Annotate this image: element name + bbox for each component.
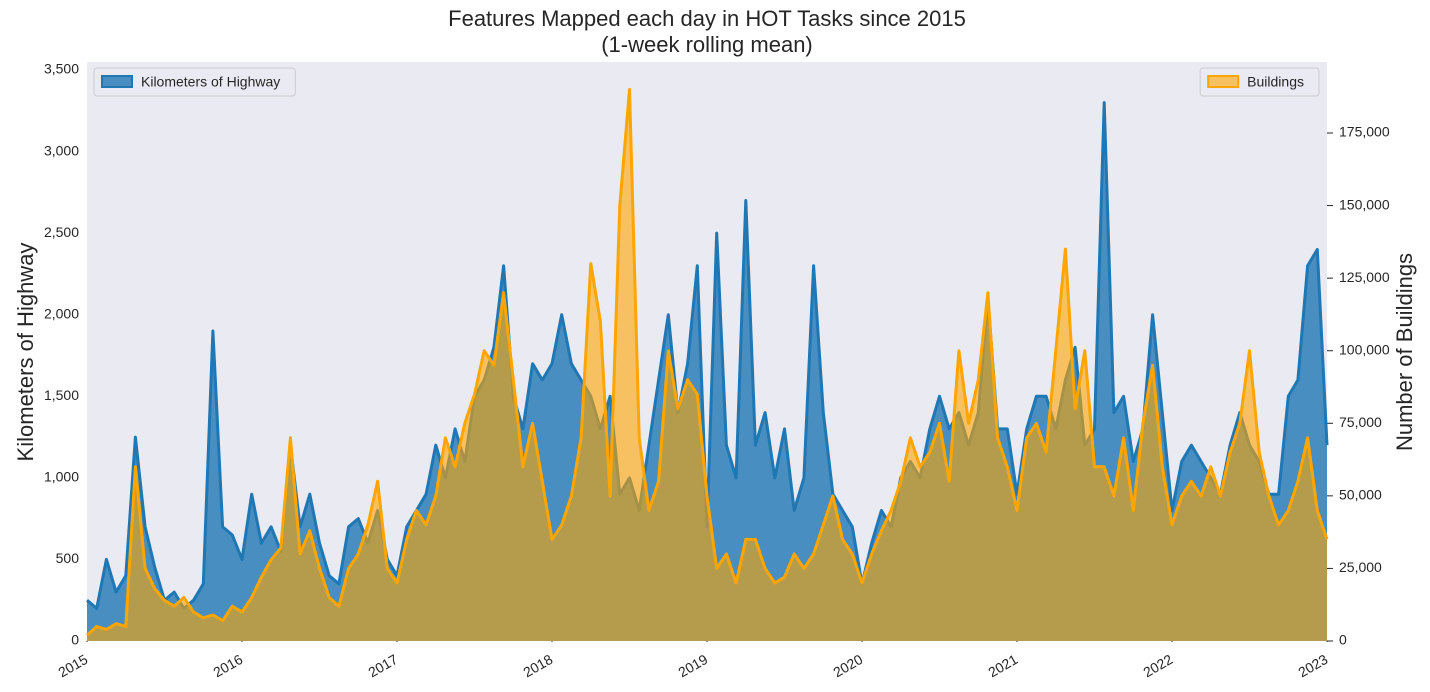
x-tick-label: 2022 (1140, 651, 1175, 681)
legend-swatch (1207, 75, 1240, 88)
y2-tick-label: 25,000 (1339, 559, 1382, 575)
y2-tick-label: 50,000 (1339, 487, 1382, 503)
y2-tick-label: 0 (1339, 632, 1347, 648)
y2-tick-label: 175,000 (1339, 124, 1390, 140)
x-tick-label: 2016 (210, 651, 245, 681)
y-tick-label: 0 (71, 632, 79, 648)
legend-label: Buildings (1247, 74, 1304, 90)
y-tick-label: 3,000 (44, 142, 79, 158)
y-axis-label: Kilometers of Highway (13, 243, 38, 462)
x-tick-label: 2021 (985, 651, 1020, 681)
y-tick-label: 1,000 (44, 469, 79, 485)
y2-tick-label: 75,000 (1339, 414, 1382, 430)
x-tick-label: 2018 (520, 651, 555, 681)
y-tick-label: 500 (56, 550, 80, 566)
y2-tick-label: 100,000 (1339, 341, 1390, 357)
y-tick-label: 3,500 (44, 61, 79, 77)
x-tick-label: 2015 (55, 651, 90, 681)
chart-title: Features Mapped each day in HOT Tasks si… (448, 6, 966, 31)
x-tick-label: 2023 (1295, 651, 1330, 681)
y2-axis-label: Number of Buildings (1392, 253, 1417, 451)
legend-swatch (101, 75, 133, 88)
legend-label: Kilometers of Highway (141, 74, 280, 90)
series-area (87, 89, 1327, 641)
y2-tick-label: 125,000 (1339, 269, 1390, 285)
series-line (85, 88, 1329, 637)
y2-tick-label: 150,000 (1339, 196, 1390, 212)
x-tick-label: 2019 (675, 651, 710, 681)
x-tick-label: 2017 (365, 651, 400, 681)
y-tick-label: 2,500 (44, 224, 79, 240)
x-tick-label: 2020 (830, 651, 865, 681)
y-tick-label: 1,500 (44, 387, 79, 403)
y-tick-label: 2,000 (44, 305, 79, 321)
chart-subtitle: (1-week rolling mean) (601, 32, 813, 57)
legend-box (93, 67, 296, 97)
